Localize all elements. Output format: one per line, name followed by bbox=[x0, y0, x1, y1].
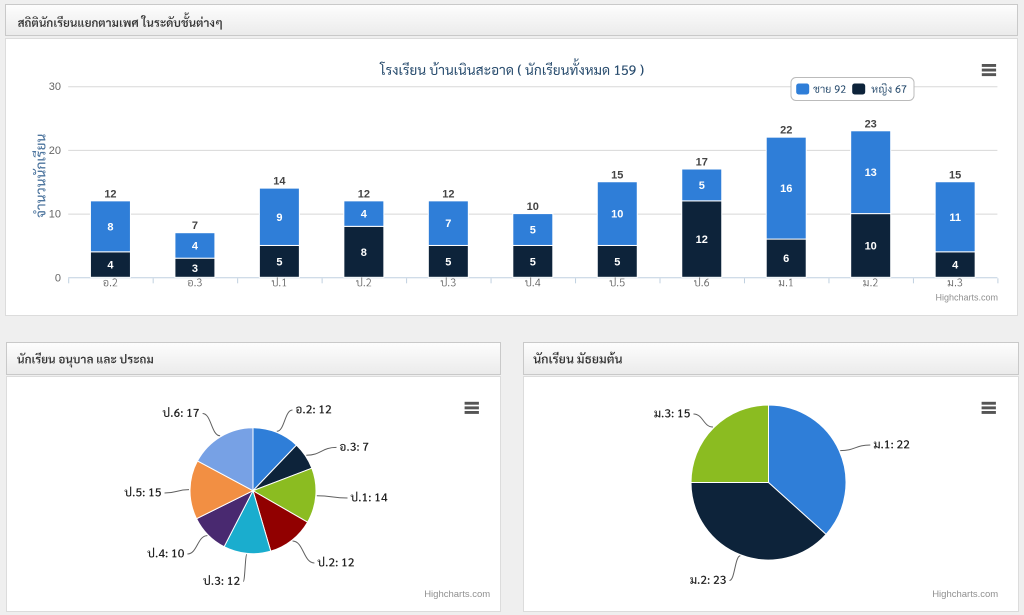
svg-text:5: 5 bbox=[699, 180, 705, 192]
svg-text:10: 10 bbox=[865, 240, 877, 252]
svg-text:23: 23 bbox=[865, 118, 877, 130]
svg-text:3: 3 bbox=[192, 263, 198, 275]
svg-text:12: 12 bbox=[696, 234, 708, 246]
svg-text:8: 8 bbox=[361, 247, 367, 259]
svg-text:4: 4 bbox=[361, 209, 368, 221]
svg-text:0: 0 bbox=[55, 272, 61, 284]
svg-text:14: 14 bbox=[273, 176, 286, 188]
svg-text:10: 10 bbox=[527, 201, 539, 213]
svg-text:15: 15 bbox=[611, 169, 623, 181]
svg-text:5: 5 bbox=[445, 256, 451, 268]
svg-text:5: 5 bbox=[530, 256, 536, 268]
svg-text:5: 5 bbox=[614, 256, 620, 268]
svg-text:30: 30 bbox=[49, 81, 61, 93]
svg-text:12: 12 bbox=[442, 188, 454, 200]
svg-text:7: 7 bbox=[445, 218, 451, 230]
svg-text:4: 4 bbox=[107, 260, 114, 272]
svg-text:5: 5 bbox=[530, 225, 536, 237]
svg-text:16: 16 bbox=[780, 183, 792, 195]
svg-text:Highcharts.com: Highcharts.com bbox=[932, 589, 998, 600]
svg-text:10: 10 bbox=[611, 209, 623, 221]
svg-text:8: 8 bbox=[107, 221, 113, 233]
svg-text:22: 22 bbox=[780, 125, 792, 137]
svg-text:12: 12 bbox=[104, 188, 116, 200]
svg-text:5: 5 bbox=[276, 256, 282, 268]
svg-text:9: 9 bbox=[276, 212, 282, 224]
svg-text:15: 15 bbox=[949, 169, 961, 181]
svg-text:11: 11 bbox=[949, 212, 961, 224]
svg-text:12: 12 bbox=[358, 188, 370, 200]
svg-text:Highcharts.com: Highcharts.com bbox=[424, 589, 490, 600]
svg-text:10: 10 bbox=[49, 209, 61, 221]
svg-text:13: 13 bbox=[865, 167, 877, 179]
svg-text:17: 17 bbox=[696, 157, 708, 169]
svg-text:20: 20 bbox=[49, 145, 61, 157]
svg-text:4: 4 bbox=[952, 260, 959, 272]
svg-text:7: 7 bbox=[192, 220, 198, 232]
svg-text:Highcharts.com: Highcharts.com bbox=[935, 292, 998, 302]
svg-text:6: 6 bbox=[783, 253, 789, 265]
svg-text:4: 4 bbox=[192, 240, 199, 252]
